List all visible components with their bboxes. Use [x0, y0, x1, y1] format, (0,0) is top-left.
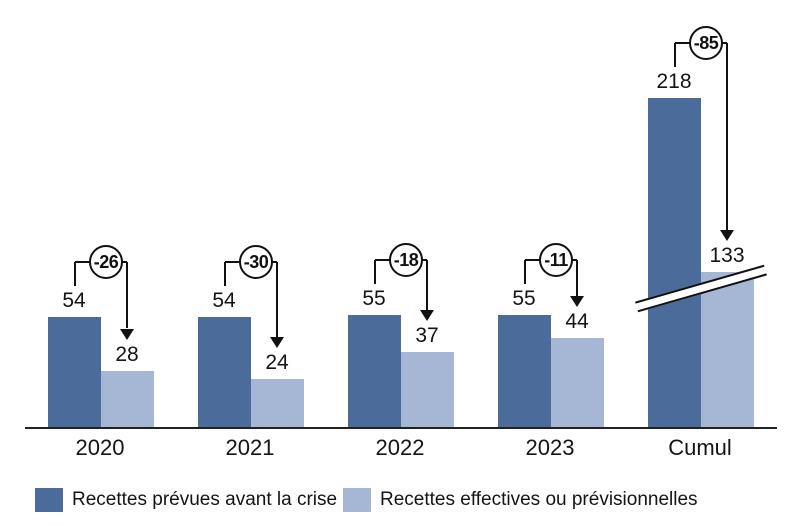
x-axis-label: Cumul: [668, 435, 732, 460]
bar-value-label: 24: [265, 351, 289, 374]
x-axis-label: 2022: [375, 435, 425, 460]
bar-value-label: 44: [565, 310, 589, 333]
bar-recettes-prevues: [648, 98, 701, 428]
diff-connector-stub: [374, 260, 376, 284]
bar-value-label: 54: [62, 289, 86, 312]
down-arrow-icon: [120, 329, 134, 340]
legend-label-prevues: Recettes prévues avant la crise: [72, 489, 338, 510]
diff-connector-stub: [674, 43, 676, 67]
diff-arrow-line: [126, 262, 128, 328]
legend-swatch-effectives: [343, 488, 371, 512]
down-arrow-icon: [420, 310, 434, 321]
legend-label-effectives: Recettes effectives ou prévisionnelles: [380, 489, 698, 510]
bar-recettes-prevues: [348, 315, 401, 428]
diff-arrow-line: [426, 260, 428, 310]
legend-swatch-prevues: [35, 488, 63, 512]
legend-item-effectives: Recettes effectives ou prévisionnelles: [343, 487, 698, 513]
legend-item-prevues: Recettes prévues avant la crise: [35, 487, 337, 513]
diff-connector-stub: [224, 262, 226, 286]
diff-badge: -85: [689, 26, 723, 60]
bar-recettes-prevues: [498, 315, 551, 428]
bar-recettes-prevues: [48, 317, 101, 428]
x-axis-label: 2020: [75, 435, 125, 460]
bar-recettes-effectives: [251, 379, 304, 428]
bar-value-label: 37: [415, 324, 439, 347]
bar-recettes-prevues: [198, 317, 251, 428]
diff-connector-stub: [524, 260, 526, 284]
bar-value-label: 54: [212, 289, 236, 312]
down-arrow-icon: [270, 337, 284, 348]
bar-value-label: 55: [362, 287, 386, 310]
bar-value-label: 218: [656, 70, 692, 93]
bar-recettes-effectives: [701, 272, 754, 428]
down-arrow-icon: [720, 230, 734, 241]
diff-badge: -18: [389, 243, 423, 277]
bar-recettes-effectives: [101, 371, 154, 428]
diff-arrow-line: [276, 262, 278, 337]
bar-recettes-effectives: [551, 338, 604, 428]
x-axis-line: [25, 427, 777, 429]
diff-arrow-line: [726, 43, 728, 230]
bar-value-label: 133: [709, 244, 745, 267]
diff-arrow-line: [576, 260, 578, 296]
bar-value-label: 55: [512, 287, 536, 310]
diff-badge: -30: [239, 245, 273, 279]
down-arrow-icon: [570, 296, 584, 307]
bar-value-label: 28: [115, 343, 139, 366]
bar-recettes-effectives: [401, 352, 454, 428]
diff-connector-stub: [74, 262, 76, 286]
diff-badge: -26: [89, 245, 123, 279]
x-axis-label: 2021: [225, 435, 275, 460]
x-axis-label: 2023: [525, 435, 575, 460]
diff-badge: -11: [539, 243, 573, 277]
